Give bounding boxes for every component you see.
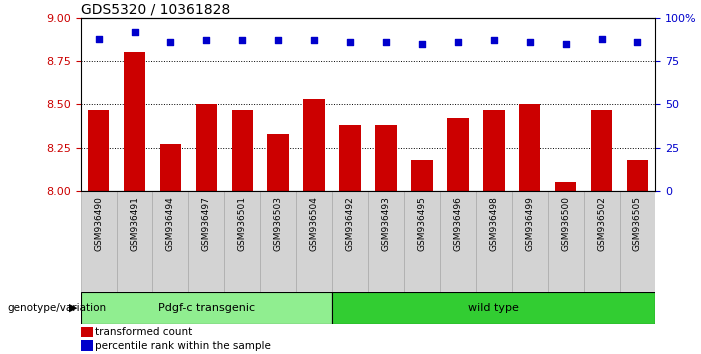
Bar	[124, 52, 145, 191]
Point	[237, 38, 248, 43]
Text: GSM936504: GSM936504	[310, 196, 319, 251]
Bar	[153, 191, 189, 292]
Bar	[591, 110, 613, 191]
Bar	[268, 134, 289, 191]
Point	[200, 38, 212, 43]
Text: GSM936493: GSM936493	[381, 196, 390, 251]
Text: GSM936492: GSM936492	[346, 196, 355, 251]
Text: percentile rank within the sample: percentile rank within the sample	[95, 341, 271, 351]
Bar	[404, 191, 440, 292]
Point	[129, 29, 140, 34]
Text: transformed count: transformed count	[95, 327, 192, 337]
Bar	[189, 191, 224, 292]
Point	[165, 39, 176, 45]
Bar	[260, 191, 297, 292]
Bar	[512, 191, 547, 292]
Bar	[332, 292, 655, 324]
Point	[560, 41, 571, 46]
Bar	[440, 191, 476, 292]
Bar	[584, 191, 620, 292]
Bar	[375, 125, 397, 191]
Text: GSM936495: GSM936495	[417, 196, 426, 251]
Text: GSM936498: GSM936498	[489, 196, 498, 251]
Text: ▶: ▶	[69, 303, 77, 313]
Bar	[81, 292, 332, 324]
Text: GSM936501: GSM936501	[238, 196, 247, 251]
Bar	[297, 191, 332, 292]
Text: GSM936494: GSM936494	[166, 196, 175, 251]
Bar	[81, 191, 116, 292]
Bar	[231, 110, 253, 191]
Bar	[116, 191, 153, 292]
Bar	[81, 341, 93, 351]
Text: wild type: wild type	[468, 303, 519, 313]
Text: GDS5320 / 10361828: GDS5320 / 10361828	[81, 2, 230, 17]
Bar	[555, 182, 576, 191]
Bar	[339, 125, 361, 191]
Bar	[620, 191, 655, 292]
Point	[416, 41, 428, 46]
Text: GSM936499: GSM936499	[525, 196, 534, 251]
Point	[344, 39, 355, 45]
Bar	[483, 110, 505, 191]
Text: GSM936496: GSM936496	[454, 196, 463, 251]
Bar	[547, 191, 584, 292]
Bar	[627, 160, 648, 191]
Text: GSM936500: GSM936500	[561, 196, 570, 251]
Bar	[411, 160, 433, 191]
Bar	[476, 191, 512, 292]
Point	[273, 38, 284, 43]
Point	[308, 38, 320, 43]
Text: Pdgf-c transgenic: Pdgf-c transgenic	[158, 303, 255, 313]
Bar	[447, 118, 468, 191]
Bar	[88, 110, 109, 191]
Text: GSM936497: GSM936497	[202, 196, 211, 251]
Text: genotype/variation: genotype/variation	[7, 303, 106, 313]
Text: GSM936490: GSM936490	[94, 196, 103, 251]
Bar	[81, 327, 93, 337]
Point	[488, 38, 499, 43]
Bar	[160, 144, 181, 191]
Point	[596, 36, 607, 41]
Text: GSM936503: GSM936503	[273, 196, 283, 251]
Point	[452, 39, 463, 45]
Bar	[519, 104, 540, 191]
Text: GSM936502: GSM936502	[597, 196, 606, 251]
Bar	[224, 191, 260, 292]
Point	[524, 39, 536, 45]
Bar	[368, 191, 404, 292]
Bar	[196, 104, 217, 191]
Bar	[304, 99, 325, 191]
Point	[381, 39, 392, 45]
Bar	[332, 191, 368, 292]
Text: GSM936491: GSM936491	[130, 196, 139, 251]
Point	[93, 36, 104, 41]
Text: GSM936505: GSM936505	[633, 196, 642, 251]
Point	[632, 39, 643, 45]
